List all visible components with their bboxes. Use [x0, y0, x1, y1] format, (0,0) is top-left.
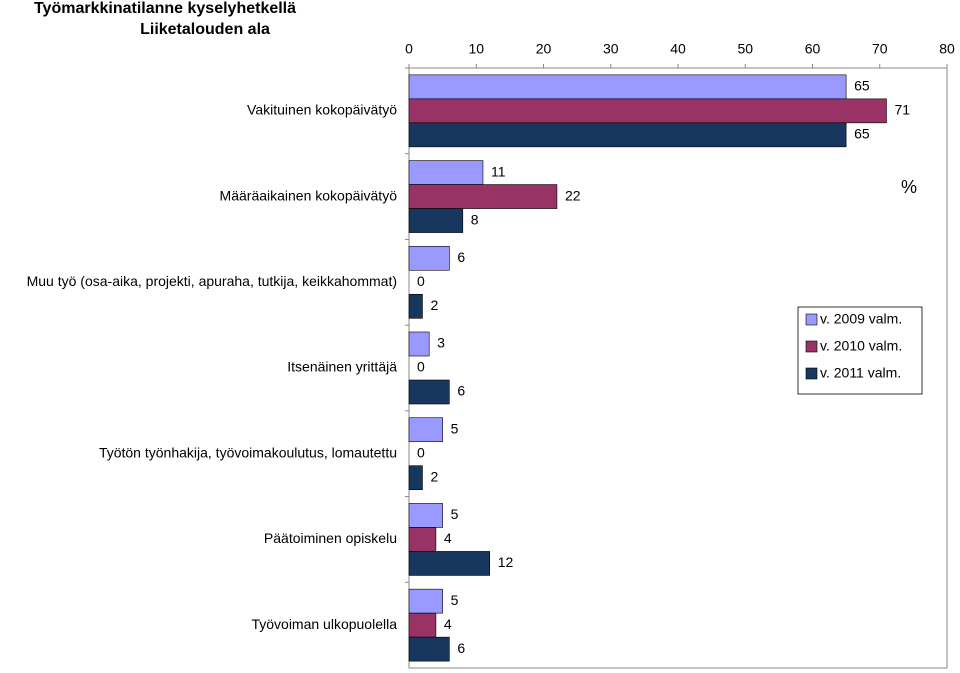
legend-label: v. 2010 valm.: [820, 338, 902, 354]
bar: [408, 184, 558, 209]
x-tick-label: 20: [536, 41, 552, 57]
bar: [408, 331, 430, 357]
legend-swatch: [805, 367, 818, 380]
legend-swatch: [805, 313, 818, 326]
bar: [408, 551, 490, 576]
bar: [408, 636, 450, 662]
legend-label: v. 2009 valm.: [820, 311, 902, 327]
x-tick-label: 80: [939, 41, 955, 57]
bar: [408, 503, 443, 528]
value-label: 65: [854, 126, 870, 142]
bar: [408, 612, 437, 638]
legend-swatch: [805, 340, 818, 353]
bar: [408, 379, 450, 405]
legend-frame: [797, 306, 923, 395]
value-label: 3: [437, 335, 445, 351]
x-tick-label: 0: [405, 41, 413, 57]
value-label: 71: [894, 102, 910, 118]
chart-title: Työmarkkinatilanne kyselyhetkellä: [34, 0, 296, 17]
value-label: 5: [451, 420, 459, 436]
x-tick-label: 70: [872, 41, 888, 57]
value-label: 22: [565, 187, 581, 203]
bar: [408, 588, 443, 614]
chart-subtitle: Liiketalouden ala: [140, 21, 270, 38]
value-label: 2: [430, 297, 438, 313]
category-label: Työtön työnhakija, työvoimakoulutus, lom…: [99, 444, 397, 460]
category-label: Itsenäinen yrittäjä: [287, 359, 397, 375]
category-label: Muu työ (osa-aika, projekti, apuraha, tu…: [27, 273, 397, 289]
value-label: 12: [498, 554, 514, 570]
value-label: 0: [417, 359, 425, 375]
value-label: 11: [491, 163, 506, 179]
bar: [408, 160, 484, 185]
bar: [408, 417, 443, 443]
value-label: 0: [417, 444, 425, 460]
category-label: Päätoiminen opiskelu: [264, 530, 397, 546]
x-tick-label: 30: [603, 41, 619, 57]
bar: [408, 465, 423, 491]
category-label: Vakituinen kokopäivätyö: [247, 102, 397, 118]
category-label: Määräaikainen kokopäivätyö: [220, 187, 398, 203]
bar: [408, 293, 423, 319]
unit-annotation: %: [901, 177, 917, 197]
x-tick-label: 50: [737, 41, 753, 57]
value-label: 8: [471, 211, 479, 227]
value-label: 6: [457, 249, 465, 265]
value-label: 5: [451, 506, 459, 522]
legend-label: v. 2011 valm.: [820, 365, 901, 381]
value-label: 4: [444, 616, 452, 632]
value-label: 2: [430, 468, 438, 484]
x-tick-label: 40: [670, 41, 686, 57]
value-label: 6: [457, 640, 465, 656]
bar: [408, 98, 887, 124]
bar: [408, 74, 847, 100]
x-tick-label: 10: [468, 41, 484, 57]
value-label: 0: [417, 273, 425, 289]
value-label: 4: [444, 530, 452, 546]
bar: [408, 122, 847, 148]
bar: [408, 527, 437, 552]
bar: [408, 245, 450, 271]
x-tick-label: 60: [805, 41, 821, 57]
value-label: 65: [854, 78, 870, 94]
category-label: Työvoiman ulkopuolella: [251, 616, 397, 632]
value-label: 6: [457, 383, 465, 399]
bar: [408, 208, 464, 233]
value-label: 5: [451, 592, 459, 608]
